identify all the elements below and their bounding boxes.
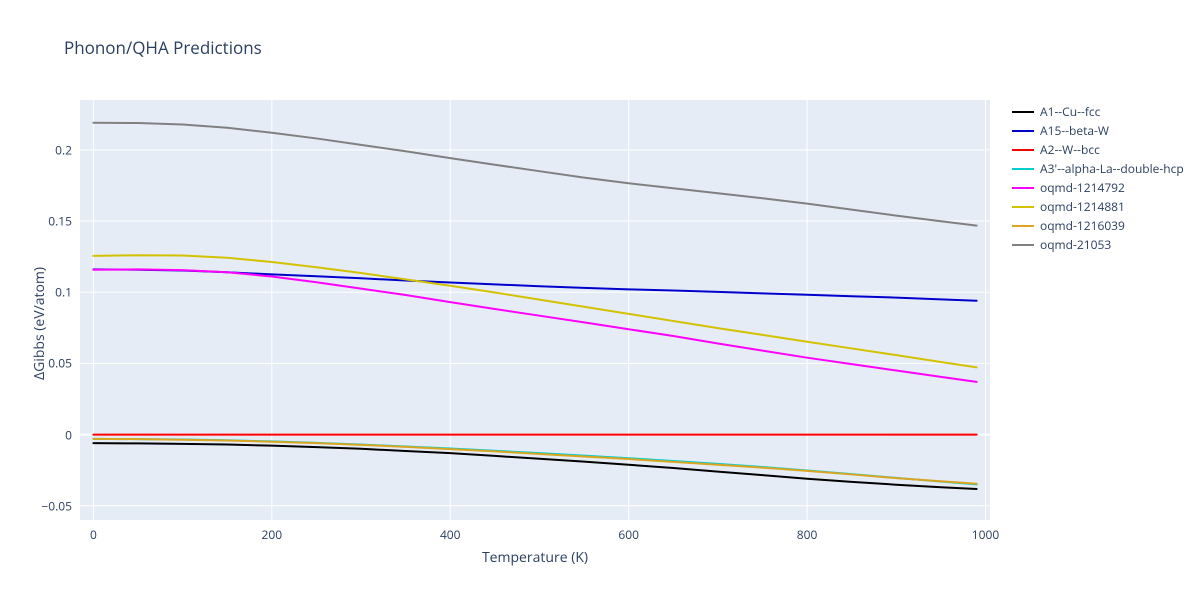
legend-item[interactable]: A3'--alpha-La--double-hcp xyxy=(1012,159,1184,178)
legend-label: oqmd-1214792 xyxy=(1040,179,1125,196)
y-axis-label: ΔGibbs (eV/atom) xyxy=(30,267,49,380)
x-tick-label: 0 xyxy=(90,526,97,543)
legend-item[interactable]: A15--beta-W xyxy=(1012,121,1184,140)
legend-swatch xyxy=(1012,187,1034,189)
legend-swatch xyxy=(1012,225,1034,227)
series-line[interactable] xyxy=(93,123,976,226)
legend-item[interactable]: oqmd-1214792 xyxy=(1012,178,1184,197)
legend-swatch xyxy=(1012,168,1034,170)
legend-label: oqmd-21053 xyxy=(1040,236,1111,253)
chart-container: Phonon/QHA Predictions 0 200 400 600 800 1000… xyxy=(0,0,1200,600)
legend-label: oqmd-1216039 xyxy=(1040,217,1125,234)
legend-swatch xyxy=(1012,149,1034,151)
series-line[interactable] xyxy=(93,439,976,485)
x-axis-label: Temperature (K) xyxy=(80,548,990,567)
legend-label: oqmd-1214881 xyxy=(1040,198,1125,215)
legend-item[interactable]: oqmd-1216039 xyxy=(1012,216,1184,235)
legend-item[interactable]: A1--Cu--fcc xyxy=(1012,102,1184,121)
lines-svg xyxy=(80,100,990,520)
x-tick-label: 200 xyxy=(262,526,283,543)
series-line[interactable] xyxy=(93,439,976,484)
y-tick-label: 0.1 xyxy=(55,284,72,301)
x-tick-label: 800 xyxy=(797,526,818,543)
legend-label: A15--beta-W xyxy=(1040,122,1109,139)
y-tick-label: 0.2 xyxy=(55,141,72,158)
legend-label: A3'--alpha-La--double-hcp xyxy=(1040,160,1184,177)
x-tick-label: 600 xyxy=(618,526,639,543)
x-tick-label: 400 xyxy=(440,526,461,543)
legend-label: A2--W--bcc xyxy=(1040,141,1100,158)
legend-label: A1--Cu--fcc xyxy=(1040,103,1100,120)
legend-item[interactable]: oqmd-21053 xyxy=(1012,235,1184,254)
legend-item[interactable]: A2--W--bcc xyxy=(1012,140,1184,159)
y-tick-label: 0.05 xyxy=(48,355,72,372)
plot-area[interactable] xyxy=(80,100,990,520)
y-tick-label: 0 xyxy=(65,426,72,443)
y-tick-label: −0.05 xyxy=(41,497,72,514)
legend-item[interactable]: oqmd-1214881 xyxy=(1012,197,1184,216)
legend: A1--Cu--fcc A15--beta-W A2--W--bcc A3'--alp… xyxy=(1012,102,1184,254)
legend-swatch xyxy=(1012,206,1034,208)
chart-title: Phonon/QHA Predictions xyxy=(64,36,262,59)
legend-swatch xyxy=(1012,111,1034,113)
y-tick-label: 0.15 xyxy=(48,213,72,230)
series-line[interactable] xyxy=(93,269,976,300)
legend-swatch xyxy=(1012,130,1034,132)
series-line[interactable] xyxy=(93,443,976,489)
legend-swatch xyxy=(1012,244,1034,246)
x-tick-label: 1000 xyxy=(972,526,999,543)
